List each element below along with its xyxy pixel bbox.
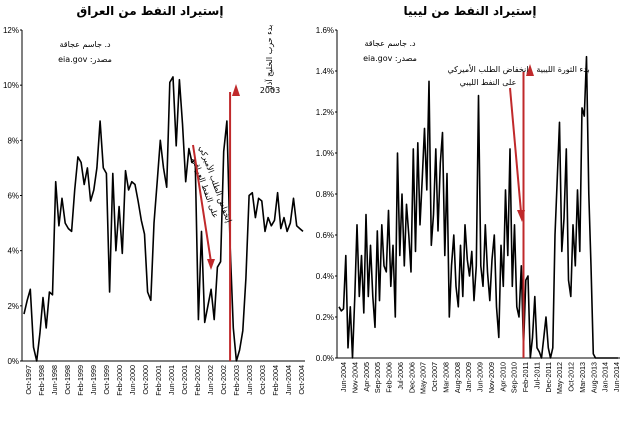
iraq-x-tick-label: Oct-1998	[63, 365, 72, 395]
libya-x-tick-label: Aug-2013	[589, 362, 598, 393]
iraq-x-tick-label: Feb-1998	[37, 365, 46, 396]
iraq-import-series-line	[23, 76, 304, 362]
iraq-event-label: بدء حرب الخليج آذار	[264, 25, 274, 93]
iraq-x-tick-label: Jun-2004	[284, 365, 293, 395]
libya-x-tick-label: May-2007	[419, 362, 428, 394]
iraq-y-tick-label: 8%	[7, 136, 19, 145]
iraq-y-tick-label: 6%	[7, 192, 19, 201]
iraq-x-tick-label: Oct-2003	[258, 365, 267, 395]
libya-y-tick-label: 0.6%	[316, 231, 334, 240]
libya-y-tick-label: 0.4%	[316, 272, 334, 281]
iraq-y-tick-label: 12%	[3, 26, 19, 35]
iraq-y-tick-label: 0%	[7, 357, 19, 366]
iraq-y-tick-label: 10%	[3, 81, 19, 90]
libya-x-tick-label: Jul-2006	[396, 362, 405, 390]
libya-x-tick-label: Sep-2005	[373, 362, 382, 393]
libya-decline-arrow	[509, 87, 522, 213]
iraq-y-axis-ticks: 0% 2% 4% 6% 8% 10% 12%	[3, 26, 22, 366]
libya-x-tick-label: Nov-2004	[350, 362, 359, 393]
libya-x-tick-label: Feb-2006	[385, 362, 394, 393]
libya-y-tick-label: 0.2%	[316, 313, 334, 322]
libya-annotation-line1: إنخفاض الطلب الأميركي	[448, 64, 529, 75]
iraq-x-tick-label: Feb-2000	[115, 365, 124, 396]
libya-x-tick-label: Jun-2004	[339, 362, 348, 392]
libya-x-tick-label: Jan-2014	[601, 362, 610, 392]
iraq-credit-source: مصدر: eia.gov	[58, 55, 112, 64]
iraq-chart-title: إستيراد النفط من العراق	[77, 4, 224, 18]
libya-x-tick-label: Feb-2011	[521, 362, 530, 392]
iraq-x-tick-label: Oct-2004	[297, 365, 306, 395]
libya-event-label: بدء الثورة الليبية	[536, 65, 589, 74]
libya-y-tick-label: 1.2%	[316, 108, 334, 117]
iraq-event-arrowhead	[232, 84, 240, 96]
libya-x-tick-label: Sep-2010	[510, 362, 519, 393]
iraq-x-tick-label: Oct-1997	[24, 365, 33, 395]
iraq-x-tick-label: Jun-2001	[167, 365, 176, 395]
iraq-x-tick-label: Jun-1998	[50, 365, 59, 395]
iraq-x-tick-label: Feb-2001	[154, 365, 163, 396]
iraq-x-tick-label: Jun-1999	[89, 365, 98, 395]
libya-import-series-line	[338, 55, 618, 359]
libya-x-tick-label: Jun-2009	[476, 362, 485, 392]
libya-x-tick-label: Aug-2008	[453, 362, 462, 393]
libya-y-tick-label: 1.4%	[316, 67, 334, 76]
iraq-decline-arrow	[192, 144, 212, 263]
libya-x-tick-label: Jan-2009	[464, 362, 473, 392]
iraq-x-tick-label: Oct-1999	[102, 365, 111, 395]
libya-annotation-line2: على النفط الليبي	[460, 78, 517, 87]
iraq-x-tick-label: Oct-2002	[219, 365, 228, 395]
iraq-decline-arrowhead	[207, 259, 215, 270]
libya-y-tick-label: 0.8%	[316, 190, 334, 199]
iraq-x-tick-label: Feb-1999	[76, 365, 85, 396]
libya-x-tick-label: Oct-2012	[567, 362, 576, 392]
iraq-event-year: 2003	[260, 86, 280, 95]
iraq-x-tick-label: Feb-2002	[193, 365, 202, 396]
libya-y-tick-label: 1.6%	[316, 26, 334, 35]
iraq-chart: إستيراد النفط من العراق 0% 2% 4% 6% 8% 10% 12%…	[3, 4, 306, 396]
libya-credit-source: مصدر: eia.gov	[363, 54, 417, 63]
iraq-x-tick-label: Jun-2002	[206, 365, 215, 395]
libya-x-tick-label: Mar-2008	[441, 362, 450, 393]
iraq-x-tick-label: Jun-2000	[128, 365, 137, 395]
iraq-x-axis-ticks: Oct-1997 Feb-1998 Jun-1998 Oct-1998 Feb-1999…	[24, 365, 306, 396]
iraq-x-tick-label: Oct-2001	[180, 365, 189, 395]
libya-x-tick-label: Mar-2013	[578, 362, 587, 393]
iraq-x-tick-label: Oct-2000	[141, 365, 150, 395]
libya-chart: إستيراد النفط من ليبيا 0.0%0.2%0.4%0.6%0…	[316, 4, 620, 394]
libya-x-tick-label: Apr-2010	[498, 362, 507, 392]
libya-chart-title: إستيراد النفط من ليبيا	[404, 4, 537, 18]
libya-x-tick-label: May-2012	[555, 362, 564, 394]
libya-y-axis-ticks: 0.0% 0.2% 0.4% 0.6% 0.8% 1.0% 1.2% 1.4% 1.6%	[316, 26, 337, 363]
libya-x-tick-label: Dec-2006	[407, 362, 416, 393]
libya-credit-author: د. جاسم عجاقة	[364, 39, 416, 48]
libya-decline-arrowhead	[517, 210, 525, 222]
iraq-x-tick-label: Jun-2003	[245, 365, 254, 395]
libya-y-tick-label: 0.0%	[316, 354, 334, 363]
libya-x-tick-label: Dec-2011	[544, 362, 553, 393]
libya-event-arrowhead	[526, 64, 534, 76]
libya-x-tick-label: Jun-2014	[612, 362, 620, 392]
libya-x-tick-label: Oct-2007	[430, 362, 439, 392]
iraq-y-tick-label: 4%	[7, 247, 19, 256]
libya-x-tick-label: Nov-2009	[487, 362, 496, 393]
iraq-x-tick-label: Feb-2003	[232, 365, 241, 396]
libya-x-tick-label: Apr-2005	[362, 362, 371, 392]
libya-x-tick-label: Jul-2011	[532, 362, 541, 389]
iraq-credit-author: د. جاسم عجاقة	[59, 40, 111, 49]
iraq-y-tick-label: 2%	[7, 302, 19, 311]
libya-x-axis-ticks: Jun-2004 Nov-2004 Apr-2005 Sep-2005 Feb-2006…	[339, 362, 620, 394]
iraq-x-tick-label: Feb-2004	[271, 365, 280, 396]
libya-y-tick-label: 1.0%	[316, 149, 334, 158]
